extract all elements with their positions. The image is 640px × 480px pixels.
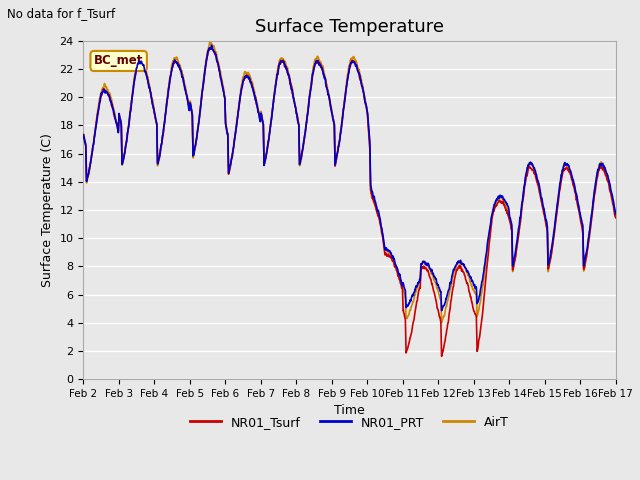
Y-axis label: Surface Temperature (C): Surface Temperature (C) xyxy=(41,133,54,287)
X-axis label: Time: Time xyxy=(334,405,365,418)
Text: BC_met: BC_met xyxy=(94,54,143,68)
Text: No data for f_Tsurf: No data for f_Tsurf xyxy=(7,7,115,20)
Title: Surface Temperature: Surface Temperature xyxy=(255,18,444,36)
Legend: NR01_Tsurf, NR01_PRT, AirT: NR01_Tsurf, NR01_PRT, AirT xyxy=(185,411,514,434)
